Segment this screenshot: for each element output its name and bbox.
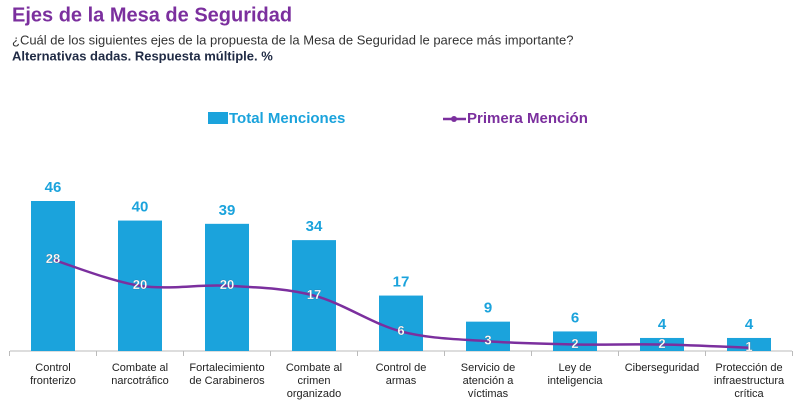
x-tick-label-line: infraestructura xyxy=(714,375,785,387)
line-value-label: 1 xyxy=(745,339,752,354)
line-value-label: 17 xyxy=(307,287,321,302)
x-tick-label-line: de Carabineros xyxy=(189,375,265,387)
bar-value-label: 40 xyxy=(132,199,149,216)
x-tick-label-line: Fortalecimiento xyxy=(189,362,264,374)
x-tick-label-line: crítica xyxy=(734,388,764,400)
chart-note: Alternativas dadas. Respuesta múltiple. … xyxy=(12,48,273,63)
x-tick-label-line: organizado xyxy=(287,388,341,400)
x-tick-label: Control fronterizo xyxy=(30,362,76,387)
x-tick-label-line: Combate al xyxy=(112,362,168,374)
x-tick-label: Combate al crimen organizado xyxy=(286,362,342,400)
x-tick-label: Servicio de atención a víctimas xyxy=(461,362,515,400)
bar xyxy=(466,321,510,351)
bar-value-label: 46 xyxy=(45,179,62,196)
legend-label: Primera Mención xyxy=(467,110,588,127)
line-value-label: 2 xyxy=(658,336,665,351)
line-value-label: 6 xyxy=(397,323,404,338)
bar-value-label: 4 xyxy=(745,316,754,333)
line-value-label: 28 xyxy=(46,251,60,266)
line xyxy=(52,258,750,349)
bar-value-label: 4 xyxy=(658,316,667,333)
x-tick-label: Ciberseguridad xyxy=(625,362,700,374)
x-tick-label: Control de armas xyxy=(376,362,427,387)
x-tick-label-line: narcotráfico xyxy=(111,375,168,387)
bar xyxy=(31,201,75,351)
line-value-label: 20 xyxy=(133,277,147,292)
x-tick-label-line: Servicio de xyxy=(461,362,515,374)
bar-value-label: 9 xyxy=(484,300,492,317)
x-tick-label-line: víctimas xyxy=(468,388,509,400)
legend-label: Total Menciones xyxy=(229,110,345,127)
chart-subtitle: ¿Cuál de los siguientes ejes de la propu… xyxy=(12,32,574,47)
bar-value-label: 6 xyxy=(571,309,579,326)
x-tick-label-line: inteligencia xyxy=(547,375,603,387)
bar xyxy=(553,331,597,351)
x-tick-label: Protección de infraestructura crítica xyxy=(714,362,785,400)
bar xyxy=(379,295,423,351)
x-tick-label-line: Combate al xyxy=(286,362,342,374)
x-tick-label-line: fronterizo xyxy=(30,375,76,387)
x-tick-label-line: crimen xyxy=(297,375,330,387)
legend-swatch xyxy=(451,116,457,122)
x-tick-label-line: Ciberseguridad xyxy=(625,362,700,374)
line-value-label: 2 xyxy=(571,336,578,351)
bar-value-label: 17 xyxy=(393,274,410,291)
x-tick-label-line: Control de xyxy=(376,362,427,374)
x-tick-label: Fortalecimiento de Carabineros xyxy=(189,362,265,387)
x-tick-label-line: atención a xyxy=(463,375,515,387)
x-tick-label: Combate al narcotráfico xyxy=(111,362,168,387)
bar-value-label: 34 xyxy=(306,218,323,235)
x-tick-label-line: Protección de xyxy=(715,362,782,374)
bar-value-label: 39 xyxy=(219,202,236,219)
x-tick-label-line: armas xyxy=(386,375,417,387)
x-tick-label: Ley de inteligencia xyxy=(547,362,603,387)
line-value-label: 3 xyxy=(484,333,491,348)
line-value-label: 20 xyxy=(220,277,234,292)
chart-title: Ejes de la Mesa de Seguridad xyxy=(12,4,292,26)
x-tick-label-line: Ley de xyxy=(558,362,591,374)
x-tick-label-line: Control xyxy=(35,362,70,374)
legend-swatch xyxy=(208,112,228,124)
